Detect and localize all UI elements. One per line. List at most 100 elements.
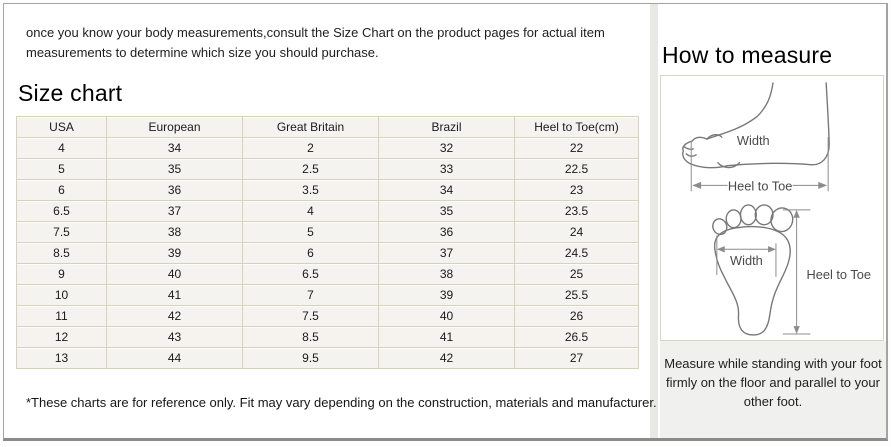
ball-crease-line xyxy=(717,162,741,169)
table-row: 8.5 39 6 37 24.5 xyxy=(16,242,639,265)
table-row: 10 41 7 39 25.5 xyxy=(16,284,639,307)
size-cell: 7.5 xyxy=(242,305,379,328)
size-cell: 32 xyxy=(378,137,515,160)
size-cell: 42 xyxy=(106,305,243,328)
size-cell: 37 xyxy=(106,200,243,223)
left-arrowhead-icon xyxy=(692,181,702,189)
size-cell: 38 xyxy=(378,263,515,286)
size-cell: 39 xyxy=(378,284,515,307)
table-row: 9 40 6.5 38 25 xyxy=(16,263,639,286)
table-row: 12 43 8.5 41 26.5 xyxy=(16,326,639,349)
side-length-label: Heel to Toe xyxy=(728,178,793,193)
table-header-row: USA European Great Britain Brazil Heel to To… xyxy=(16,116,639,139)
size-cell: 6 xyxy=(242,242,379,265)
toe-knuckle-line xyxy=(706,134,723,140)
size-cell: 37 xyxy=(378,242,515,265)
size-cell: 26 xyxy=(514,305,639,328)
size-cell: 33 xyxy=(378,158,515,181)
size-cell: 11 xyxy=(16,305,107,328)
size-cell: 2.5 xyxy=(242,158,379,181)
size-cell: 38 xyxy=(106,221,243,244)
size-cell: 4 xyxy=(242,200,379,223)
size-cell: 43 xyxy=(106,326,243,349)
foot-top-view-diagram: Width Heel to Toe xyxy=(712,204,871,336)
size-cell: 36 xyxy=(378,221,515,244)
size-cell: 41 xyxy=(378,326,515,349)
size-cell: 2 xyxy=(242,137,379,160)
size-cell: 26.5 xyxy=(514,326,639,349)
size-cell: 23 xyxy=(514,179,639,202)
toe-4-outline xyxy=(725,209,742,229)
foot-side-view-diagram: Width Heel to Toe xyxy=(682,82,830,193)
intro-text: once you know your body measurements,con… xyxy=(26,25,605,61)
width-left-arrowhead-icon xyxy=(716,246,725,253)
measure-note-text: Measure while standing with your foot fi… xyxy=(660,341,886,438)
size-cell: 4 xyxy=(16,137,107,160)
size-cell: 40 xyxy=(106,263,243,286)
size-cell: 22.5 xyxy=(514,158,639,181)
table-row: 7.5 38 5 36 24 xyxy=(16,221,639,244)
size-cell: 35 xyxy=(106,158,243,181)
size-cell: 6 xyxy=(16,179,107,202)
size-cell: 13 xyxy=(16,347,107,370)
top-width-label: Width xyxy=(730,253,763,268)
size-cell: 12 xyxy=(16,326,107,349)
column-header: USA xyxy=(16,116,107,139)
table-row: 4 34 2 32 22 xyxy=(16,137,639,160)
table-row: 13 44 9.5 42 27 xyxy=(16,347,639,370)
size-cell: 41 xyxy=(106,284,243,307)
size-cell: 7.5 xyxy=(16,221,107,244)
size-chart-title: Size chart xyxy=(18,80,123,107)
length-bottom-arrowhead-icon xyxy=(793,326,800,335)
size-cell: 6.5 xyxy=(242,263,379,286)
toe-2-outline xyxy=(754,204,774,226)
size-cell: 35 xyxy=(378,200,515,223)
foot-side-outline xyxy=(682,82,830,169)
table-row: 5 35 2.5 33 22.5 xyxy=(16,158,639,181)
size-cell: 40 xyxy=(378,305,515,328)
how-to-measure-panel: How to measure Width Heel to Toe xyxy=(658,4,886,438)
panel-divider xyxy=(650,4,658,438)
size-cell: 39 xyxy=(106,242,243,265)
toe-3-outline xyxy=(739,204,757,226)
toe-detail-line-1 xyxy=(683,146,694,151)
size-cell: 6.5 xyxy=(16,200,107,223)
footprint-outline xyxy=(713,225,791,336)
size-cell: 24 xyxy=(514,221,639,244)
size-cell: 7 xyxy=(242,284,379,307)
side-width-label: Width xyxy=(737,133,770,148)
column-header: Heel to Toe(cm) xyxy=(514,116,639,139)
size-cell: 36 xyxy=(106,179,243,202)
big-toe-outline xyxy=(770,207,794,233)
how-to-measure-title: How to measure xyxy=(662,42,833,68)
size-cell: 9.5 xyxy=(242,347,379,370)
measurement-diagram-box: Width Heel to Toe Width xyxy=(660,75,884,341)
size-cell: 44 xyxy=(106,347,243,370)
right-arrowhead-icon xyxy=(818,181,828,189)
size-cell: 42 xyxy=(378,347,515,370)
size-cell: 9 xyxy=(16,263,107,286)
size-cell: 23.5 xyxy=(514,200,639,223)
size-cell: 34 xyxy=(106,137,243,160)
column-header: European xyxy=(106,116,243,139)
size-chart-table: USA European Great Britain Brazil Heel to To… xyxy=(16,116,639,370)
table-row: 11 42 7.5 40 26 xyxy=(16,305,639,328)
size-guide-sheet: once you know your body measurements,con… xyxy=(3,3,888,441)
size-cell: 27 xyxy=(514,347,639,370)
size-cell: 8.5 xyxy=(242,326,379,349)
size-cell: 3.5 xyxy=(242,179,379,202)
size-cell: 5 xyxy=(242,221,379,244)
top-length-label: Heel to Toe xyxy=(806,267,871,282)
size-cell: 10 xyxy=(16,284,107,307)
toe-5-outline xyxy=(712,218,728,236)
table-row: 6.5 37 4 35 23.5 xyxy=(16,200,639,223)
size-cell: 25 xyxy=(514,263,639,286)
size-cell: 25.5 xyxy=(514,284,639,307)
width-right-arrowhead-icon xyxy=(768,246,776,253)
size-cell: 5 xyxy=(16,158,107,181)
size-cell: 24.5 xyxy=(514,242,639,265)
disclaimer-text: *These charts are for reference only. Fi… xyxy=(26,395,657,410)
size-cell: 8.5 xyxy=(16,242,107,265)
size-cell: 22 xyxy=(514,137,639,160)
length-top-arrowhead-icon xyxy=(793,210,800,218)
